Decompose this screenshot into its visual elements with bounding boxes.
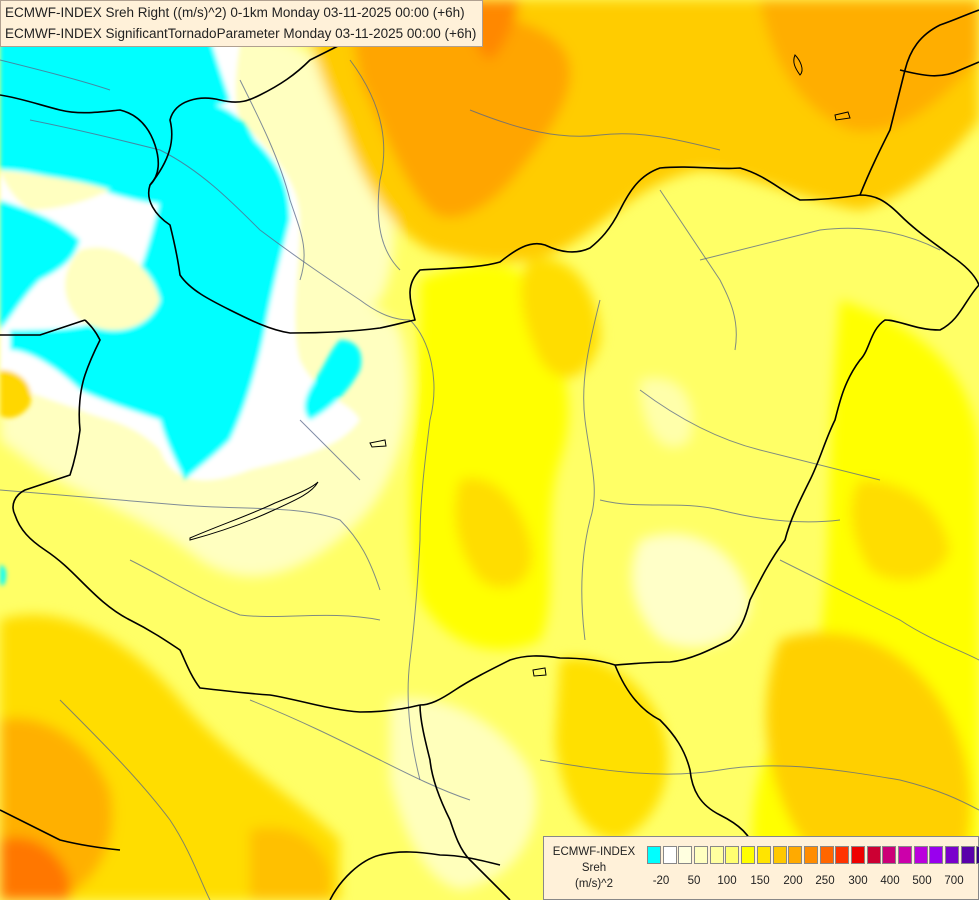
legend-swatch-11 bbox=[819, 846, 834, 864]
field-gold-east bbox=[766, 632, 971, 888]
legend-tick-label: -20 bbox=[652, 875, 670, 887]
legend-swatch-1 bbox=[662, 846, 677, 864]
cyan-dot-sw bbox=[0, 565, 7, 585]
field-orange-ne bbox=[760, 0, 979, 132]
legend-swatch-3 bbox=[694, 846, 709, 864]
legend-swatch-8 bbox=[772, 846, 787, 864]
title-line-stp: ECMWF-INDEX SignificantTornadoParameter … bbox=[5, 26, 477, 41]
title-line-sreh: ECMWF-INDEX Sreh Right ((m/s)^2) 0-1km M… bbox=[5, 5, 465, 20]
legend-swatch-20 bbox=[960, 846, 975, 864]
legend-tick-label: 100 bbox=[717, 875, 737, 887]
legend-swatch-10 bbox=[803, 846, 818, 864]
legend-swatch-6 bbox=[741, 846, 756, 864]
cyan-streak bbox=[304, 340, 362, 420]
legend-swatch-7 bbox=[756, 846, 771, 864]
color-legend: ECMWF-INDEX Sreh (m/s)^2 -20 50 100 150 200 2… bbox=[543, 836, 979, 900]
legend-tick-label: 500 bbox=[912, 875, 932, 887]
legend-tick-label: 200 bbox=[783, 875, 803, 887]
legend-title-model: ECMWF-INDEX bbox=[552, 846, 636, 858]
legend-tick-label: 300 bbox=[848, 875, 868, 887]
lake-small-1 bbox=[369, 439, 387, 448]
legend-title-param: Sreh bbox=[581, 862, 607, 874]
legend-tick-label: 400 bbox=[880, 875, 900, 887]
field-pale-ne bbox=[640, 378, 693, 448]
cyan-blob-top bbox=[188, 50, 215, 95]
field-gold-ne2 bbox=[851, 480, 950, 581]
legend-swatch-9 bbox=[788, 846, 803, 864]
pale-strip-top bbox=[0, 170, 110, 210]
legend-swatch-13 bbox=[850, 846, 865, 864]
field-gold-mid bbox=[455, 478, 532, 588]
legend-tick-label: 50 bbox=[687, 875, 701, 887]
map-title-box: ECMWF-INDEX Sreh Right ((m/s)^2) 0-1km M… bbox=[0, 0, 484, 47]
lake-small-3 bbox=[834, 111, 851, 121]
legend-swatch-14 bbox=[866, 846, 881, 864]
legend-tick-label: 700 bbox=[944, 875, 964, 887]
field-orange-s bbox=[250, 827, 330, 900]
legend-swatch-19 bbox=[945, 846, 960, 864]
legend-tick-label: 250 bbox=[815, 875, 835, 887]
legend-ticks: -20 50 100 150 200 250 300 400 500 700 bbox=[647, 875, 977, 889]
legend-swatch-5 bbox=[725, 846, 740, 864]
legend-swatch-15 bbox=[882, 846, 897, 864]
lake-small-4 bbox=[532, 667, 547, 677]
legend-title-unit: (m/s)^2 bbox=[575, 878, 613, 890]
legend-swatch-16 bbox=[898, 846, 912, 864]
legend-swatch-0 bbox=[647, 846, 661, 864]
legend-swatches bbox=[647, 846, 979, 864]
gold-spot-w bbox=[0, 370, 31, 418]
lake-balaton bbox=[189, 481, 319, 541]
cyan-west bbox=[0, 200, 80, 330]
field-deep-orange-sw bbox=[0, 837, 70, 900]
field-gold-s bbox=[555, 658, 668, 840]
legend-swatch-17 bbox=[913, 846, 928, 864]
rivers bbox=[0, 59, 979, 900]
legend-swatch-2 bbox=[678, 846, 693, 864]
legend-swatch-4 bbox=[709, 846, 724, 864]
field-orange-north bbox=[350, 6, 571, 218]
field-gold-central bbox=[521, 258, 600, 378]
field-pale-east bbox=[631, 533, 750, 648]
legend-tick-label: 150 bbox=[750, 875, 770, 887]
pale-hole-nw bbox=[65, 247, 160, 331]
legend-swatch-12 bbox=[835, 846, 850, 864]
legend-swatch-18 bbox=[929, 846, 944, 864]
legend-swatch-21 bbox=[976, 846, 979, 864]
lake-small-2 bbox=[793, 54, 803, 76]
